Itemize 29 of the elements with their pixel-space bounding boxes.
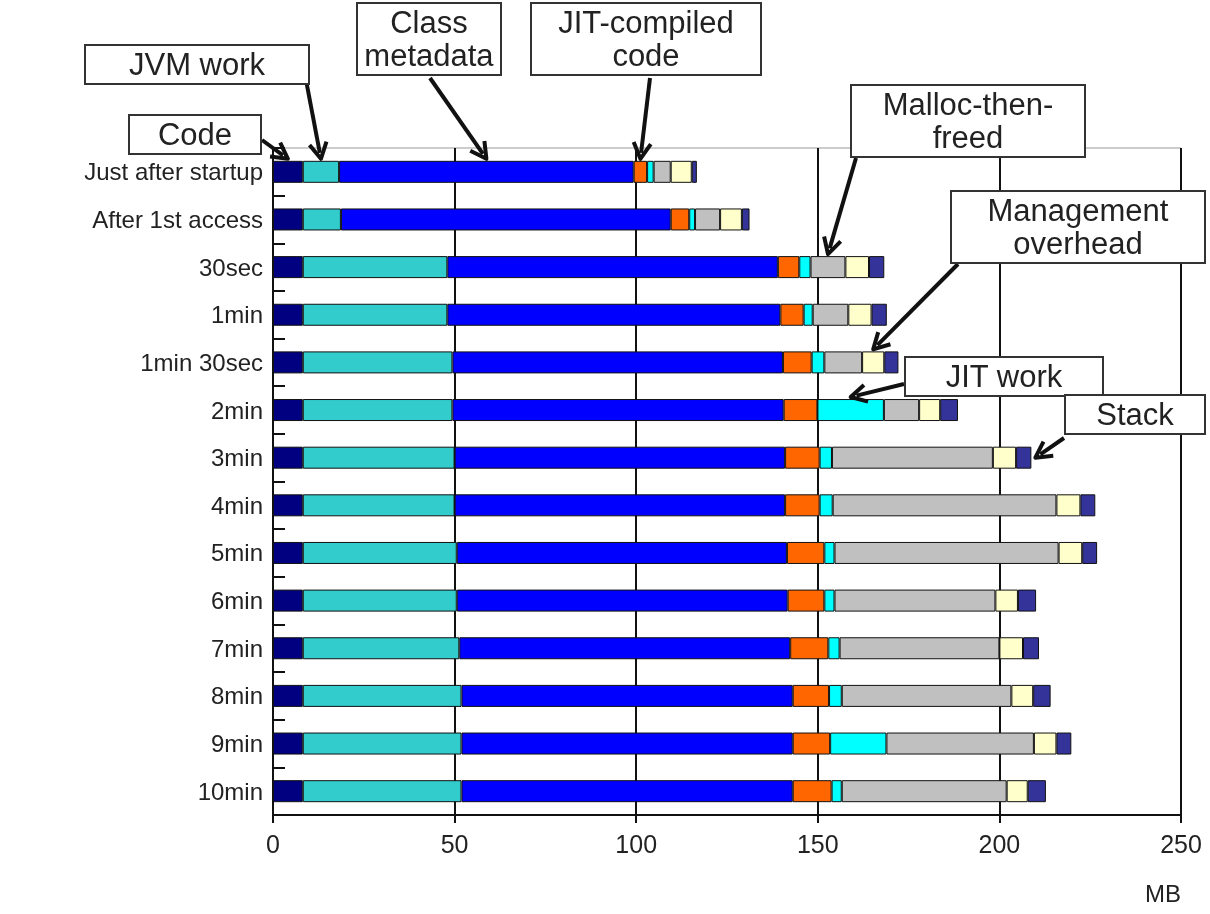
y-tick-label: 10min — [197, 777, 263, 805]
y-tick-label: 2min — [210, 396, 263, 424]
x-tick-label: 200 — [978, 829, 1021, 858]
legend-label: JIT work — [904, 356, 1104, 397]
x-tick-label: 250 — [1160, 829, 1202, 858]
y-tick-label: 1min — [210, 301, 263, 329]
y-tick-label: 4min — [210, 491, 263, 519]
y-tick-label: 30sec — [198, 253, 263, 281]
x-tick-label: 100 — [615, 829, 658, 858]
text: Management overhead — [950, 190, 1206, 264]
x-tick-label: 150 — [796, 829, 839, 858]
text: JVM work — [84, 44, 310, 85]
series-label: Code — [128, 114, 262, 155]
y-tick-label: After 1st access — [92, 205, 263, 233]
y-tick-label: 6min — [210, 587, 263, 615]
y-tick-label: 8min — [210, 682, 263, 710]
y-tick-label: 1min 30sec — [140, 348, 263, 376]
y-tick-label: Just after startup — [84, 158, 263, 186]
text: Malloc-then-freed — [850, 84, 1086, 158]
x-axis-title: MB — [1145, 879, 1181, 907]
text: JIT-compiled code — [530, 2, 762, 76]
text: Stack — [1064, 394, 1206, 435]
y-tick-label: 3min — [210, 444, 263, 472]
x-tick-label: 50 — [440, 829, 469, 858]
text: Class metadata — [356, 2, 502, 76]
y-tick-label: 5min — [210, 539, 263, 567]
y-tick-label: 7min — [210, 634, 263, 662]
y-tick-label: 9min — [210, 730, 263, 758]
x-tick-label: 0 — [266, 829, 280, 858]
